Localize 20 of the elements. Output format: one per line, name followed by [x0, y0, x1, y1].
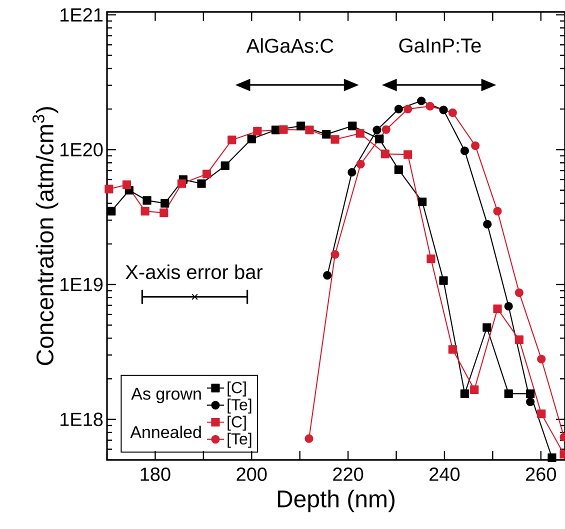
- y-tick-label: 1E20: [60, 142, 103, 156]
- annotation: GaInP:Te: [399, 38, 481, 53]
- y-tick-label: 1E21: [60, 8, 103, 22]
- x-tick-label: 260: [526, 467, 556, 481]
- legend-label: [Te]: [228, 398, 252, 414]
- annotation: Annealed: [130, 426, 201, 438]
- x-tick-label: 220: [333, 467, 364, 481]
- legend-label: [C]: [228, 416, 246, 431]
- y-tick-label: 1E18: [60, 412, 103, 426]
- annotation: X-axis error bar: [126, 264, 263, 280]
- x-tick-label: 240: [430, 467, 460, 481]
- x-tick-label: 180: [140, 467, 170, 481]
- y-tick-label: 1E19: [60, 278, 103, 292]
- annotation: As grown: [131, 388, 201, 404]
- annotation: AlGaAs:C: [246, 38, 334, 53]
- x-axis-title: Depth (nm): [278, 490, 394, 512]
- legend-label: [C]: [228, 382, 246, 396]
- x-tick-label: 200: [236, 467, 267, 481]
- y-axis-title: Concentration (atm/cm$^{3}$): [32, 107, 58, 366]
- legend-label: [Te]: [228, 432, 252, 448]
